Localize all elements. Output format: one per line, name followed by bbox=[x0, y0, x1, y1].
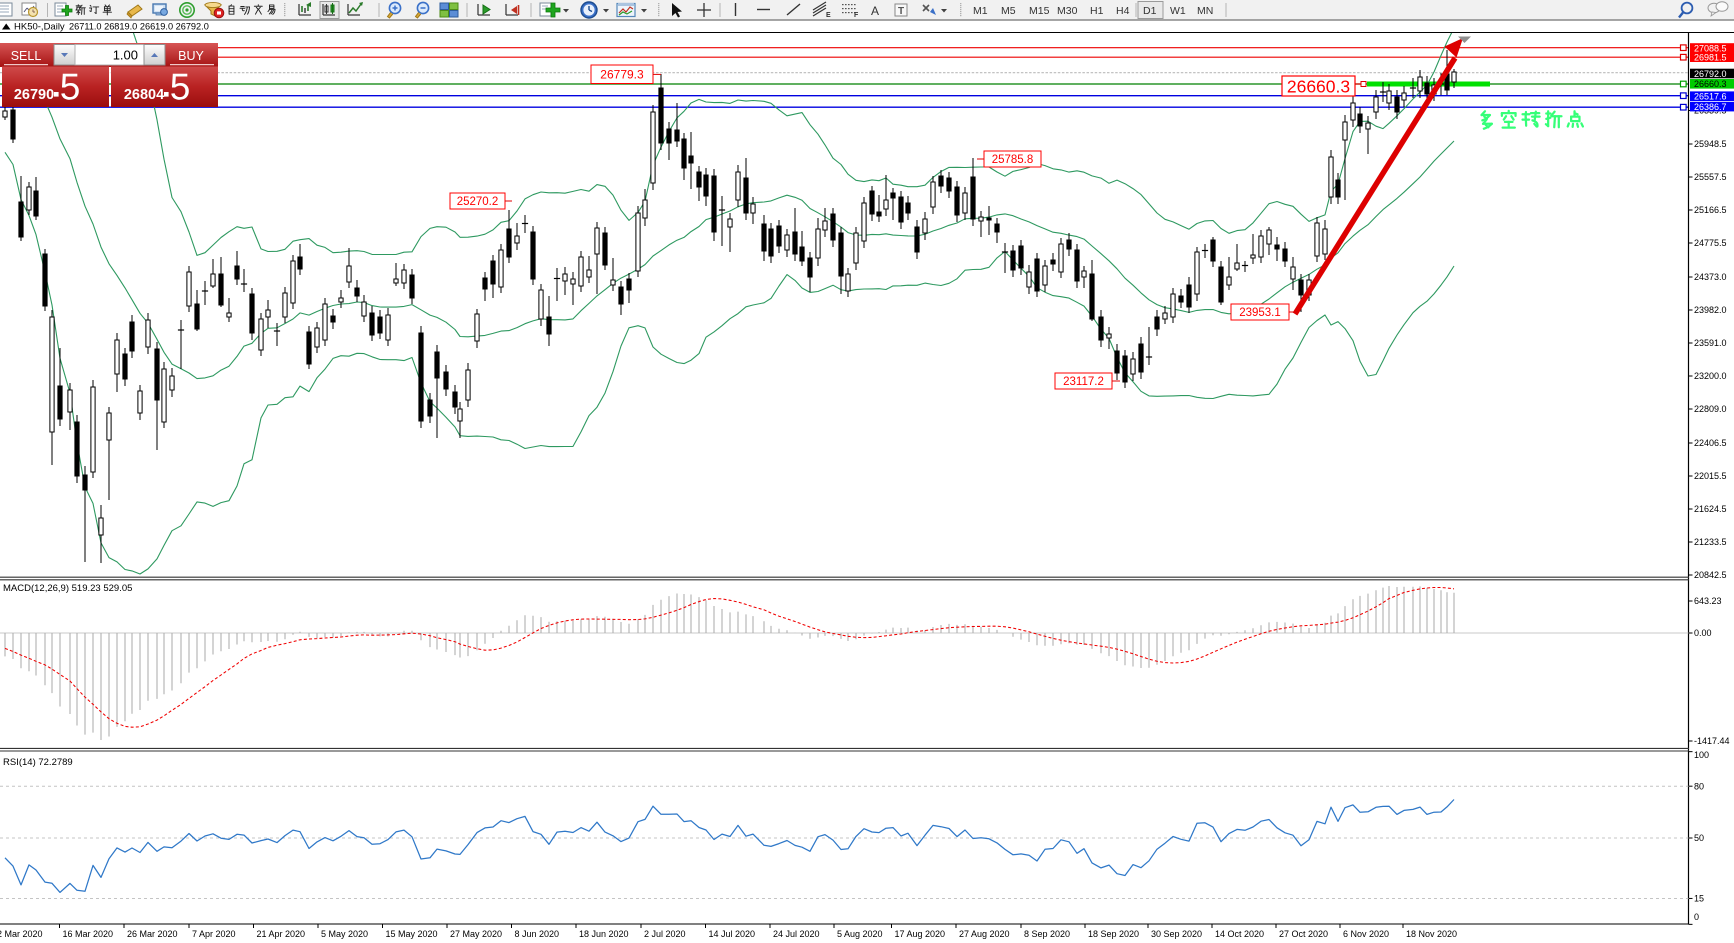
svg-text:MN: MN bbox=[1197, 5, 1213, 17]
svg-text:H4: H4 bbox=[1116, 5, 1130, 17]
svg-text:30 Sep 2020: 30 Sep 2020 bbox=[1151, 929, 1202, 939]
svg-text:HK50-,Daily: HK50-,Daily bbox=[14, 22, 65, 33]
svg-text:27 Oct 2020: 27 Oct 2020 bbox=[1279, 929, 1328, 939]
svg-text:26790: 26790 bbox=[14, 87, 54, 103]
svg-text:A: A bbox=[871, 4, 879, 18]
svg-text:26711.0 26819.0 26619.0 26792.: 26711.0 26819.0 26619.0 26792.0 bbox=[69, 22, 209, 32]
svg-text:21624.5: 21624.5 bbox=[1694, 504, 1727, 514]
svg-text:26779.3: 26779.3 bbox=[600, 68, 644, 82]
svg-text:26981.5: 26981.5 bbox=[1694, 53, 1727, 63]
svg-text:2 Jul 2020: 2 Jul 2020 bbox=[644, 929, 686, 939]
svg-text:25270.2: 25270.2 bbox=[457, 196, 499, 208]
svg-text:MACD(12,26,9) 519.23 529.05: MACD(12,26,9) 519.23 529.05 bbox=[3, 583, 132, 594]
svg-text:M5: M5 bbox=[1001, 5, 1016, 17]
svg-text:8 Sep 2020: 8 Sep 2020 bbox=[1024, 929, 1070, 939]
svg-text:-1417.44: -1417.44 bbox=[1694, 736, 1730, 746]
svg-text:1.00: 1.00 bbox=[113, 48, 138, 63]
svg-text:26386.7: 26386.7 bbox=[1694, 102, 1727, 112]
svg-text:8 Jun 2020: 8 Jun 2020 bbox=[515, 929, 560, 939]
svg-text:16 Mar 2020: 16 Mar 2020 bbox=[63, 929, 114, 939]
svg-text:M15: M15 bbox=[1029, 5, 1050, 17]
svg-text:23117.2: 23117.2 bbox=[1063, 376, 1104, 388]
svg-text:23953.1: 23953.1 bbox=[1239, 307, 1281, 319]
svg-text:7 Apr 2020: 7 Apr 2020 bbox=[192, 929, 236, 939]
svg-text:25166.5: 25166.5 bbox=[1694, 205, 1727, 215]
svg-text:26517.6: 26517.6 bbox=[1694, 92, 1727, 102]
svg-text:F: F bbox=[854, 12, 859, 19]
svg-text:26792.0: 26792.0 bbox=[1694, 69, 1727, 79]
svg-text:23982.0: 23982.0 bbox=[1694, 305, 1727, 315]
svg-text:M1: M1 bbox=[973, 5, 988, 17]
svg-text:15: 15 bbox=[1694, 894, 1704, 904]
svg-text:22406.5: 22406.5 bbox=[1694, 438, 1727, 448]
svg-text:24373.0: 24373.0 bbox=[1694, 272, 1727, 282]
svg-text:100: 100 bbox=[1694, 750, 1709, 760]
svg-text:50: 50 bbox=[1694, 833, 1704, 843]
svg-text:BUY: BUY bbox=[178, 49, 204, 63]
svg-text:5: 5 bbox=[60, 67, 81, 108]
svg-text:23591.0: 23591.0 bbox=[1694, 338, 1727, 348]
svg-text:6 Nov 2020: 6 Nov 2020 bbox=[1343, 929, 1389, 939]
svg-text:25785.8: 25785.8 bbox=[992, 154, 1034, 166]
svg-text:26804: 26804 bbox=[124, 87, 164, 103]
svg-text:5 Aug 2020: 5 Aug 2020 bbox=[837, 929, 883, 939]
svg-text:25948.5: 25948.5 bbox=[1694, 139, 1727, 149]
svg-text:W1: W1 bbox=[1170, 5, 1186, 17]
svg-text:18 Sep 2020: 18 Sep 2020 bbox=[1088, 929, 1139, 939]
svg-text:23200.0: 23200.0 bbox=[1694, 371, 1727, 381]
svg-text:0.00: 0.00 bbox=[1694, 628, 1712, 638]
svg-text:14 Jul 2020: 14 Jul 2020 bbox=[709, 929, 756, 939]
svg-text:27088.5: 27088.5 bbox=[1694, 43, 1727, 53]
svg-text:14 Oct 2020: 14 Oct 2020 bbox=[1215, 929, 1264, 939]
svg-text:E: E bbox=[826, 12, 831, 19]
svg-text:21 Apr 2020: 21 Apr 2020 bbox=[257, 929, 306, 939]
svg-text:26660.3: 26660.3 bbox=[1287, 77, 1350, 97]
svg-text:17 Aug 2020: 17 Aug 2020 bbox=[895, 929, 946, 939]
svg-text:18 Jun 2020: 18 Jun 2020 bbox=[579, 929, 629, 939]
svg-text:27 May 2020: 27 May 2020 bbox=[450, 929, 502, 939]
svg-text:22015.5: 22015.5 bbox=[1694, 471, 1727, 481]
svg-text:5 May 2020: 5 May 2020 bbox=[321, 929, 368, 939]
svg-text:26 Mar 2020: 26 Mar 2020 bbox=[127, 929, 178, 939]
svg-text:25557.5: 25557.5 bbox=[1694, 172, 1727, 182]
svg-text:15 May 2020: 15 May 2020 bbox=[386, 929, 438, 939]
svg-text:SELL: SELL bbox=[11, 49, 42, 63]
svg-text:26660.3: 26660.3 bbox=[1694, 79, 1727, 89]
svg-text:20842.5: 20842.5 bbox=[1694, 570, 1727, 580]
svg-text:24 Jul 2020: 24 Jul 2020 bbox=[773, 929, 820, 939]
svg-text:24775.5: 24775.5 bbox=[1694, 238, 1727, 248]
svg-text:5: 5 bbox=[170, 67, 191, 108]
svg-text:D1: D1 bbox=[1143, 5, 1157, 17]
svg-text:18 Nov 2020: 18 Nov 2020 bbox=[1406, 929, 1457, 939]
svg-text:0: 0 bbox=[1694, 912, 1699, 922]
svg-text:27 Aug 2020: 27 Aug 2020 bbox=[959, 929, 1010, 939]
svg-text:H1: H1 bbox=[1090, 5, 1104, 17]
svg-text:RSI(14) 72.2789: RSI(14) 72.2789 bbox=[3, 757, 73, 768]
svg-text:80: 80 bbox=[1694, 781, 1704, 791]
svg-text:M30: M30 bbox=[1057, 5, 1078, 17]
svg-text:2 Mar 2020: 2 Mar 2020 bbox=[0, 929, 43, 939]
svg-text:21233.5: 21233.5 bbox=[1694, 537, 1727, 547]
svg-text:22809.0: 22809.0 bbox=[1694, 404, 1727, 414]
svg-text:T: T bbox=[898, 6, 904, 17]
svg-text:643.23: 643.23 bbox=[1694, 596, 1722, 606]
